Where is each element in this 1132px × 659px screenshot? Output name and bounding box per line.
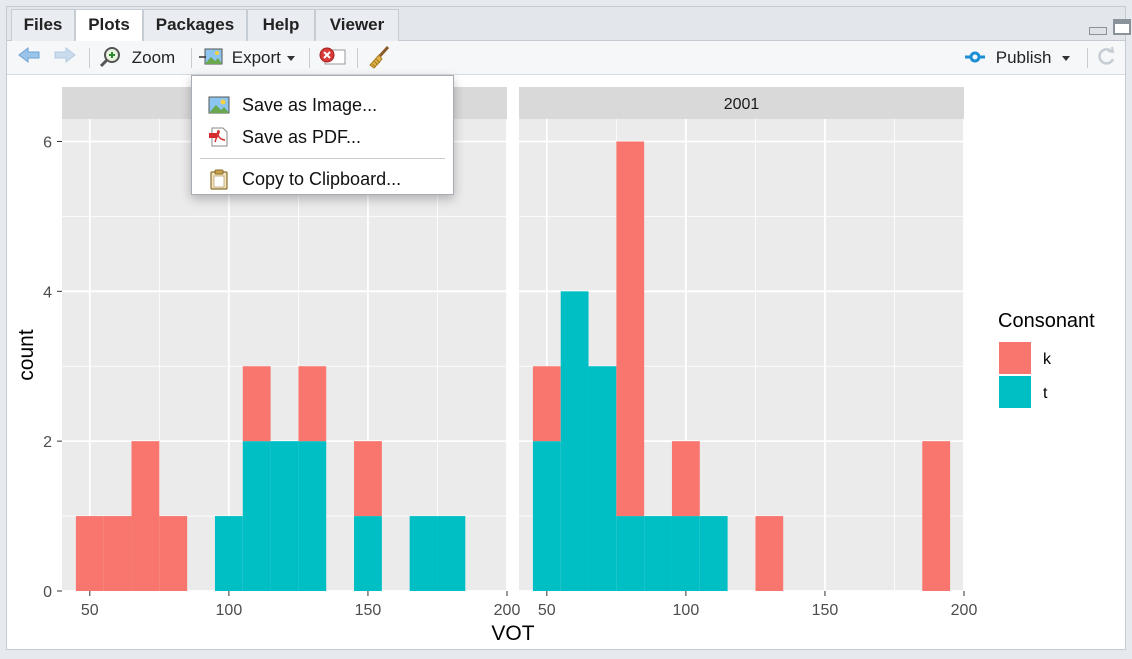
toolbar-divider — [309, 48, 310, 68]
plots-toolbar: Zoom Export — [7, 41, 1125, 75]
histogram-bar-k — [298, 366, 327, 442]
x-tick-label: 200 — [494, 602, 521, 619]
remove-plot-icon — [319, 47, 346, 65]
legend-key-t — [999, 376, 1031, 408]
menu-item-label: Copy to Clipboard... — [242, 169, 402, 189]
histogram-bar-k — [922, 441, 951, 591]
menu-item-copy-to-clipboard[interactable]: Copy to Clipboard... — [192, 164, 453, 194]
histogram-bar-t — [644, 516, 672, 591]
menu-separator — [200, 158, 445, 159]
toolbar-divider — [191, 48, 192, 68]
zoom-icon — [99, 47, 120, 68]
plot-viewer: 50 100 150 200 0 2 4 6 2001 50 100 150 200 VOT count… — [15, 87, 1095, 645]
toolbar-divider — [89, 48, 90, 68]
x-tick-label: 200 — [951, 602, 978, 619]
histogram-bar-k — [159, 516, 188, 591]
histogram-bar-t — [214, 516, 243, 591]
histogram-bar-k — [103, 516, 132, 591]
chevron-down-icon — [1061, 56, 1070, 62]
legend: Consonant kt — [998, 310, 1095, 408]
histogram-bar-t — [532, 441, 561, 591]
histogram-bar-k — [532, 366, 561, 442]
tab-help[interactable]: Help — [247, 9, 315, 41]
legend-label-k: k — [1043, 351, 1052, 368]
toolbar-divider — [1087, 48, 1088, 68]
forward-button[interactable] — [53, 45, 77, 71]
histogram-bar-t — [354, 516, 382, 591]
menu-item-label: Save as PDF... — [242, 127, 362, 147]
y-axis-title: count — [15, 329, 38, 381]
legend-label-t: t — [1043, 385, 1048, 402]
menu-item-save-as-image[interactable]: Save as Image... — [192, 90, 453, 120]
histogram-bar-t — [298, 441, 327, 591]
clipboard-icon — [210, 169, 228, 190]
zoom-button[interactable]: Zoom — [99, 45, 175, 71]
pdf-icon — [209, 127, 228, 147]
export-button[interactable]: Export — [199, 45, 295, 71]
export-label: Export — [231, 48, 281, 67]
legend-title: Consonant — [998, 310, 1095, 332]
arrow-left-icon — [18, 46, 40, 64]
histogram-bar-t — [437, 516, 466, 591]
image-icon — [208, 96, 230, 114]
maximize-pane-icon[interactable] — [1113, 19, 1131, 35]
x-tick-label: 50 — [81, 602, 99, 619]
tab-files[interactable]: Files — [11, 9, 75, 41]
y-tick-label: 6 — [43, 134, 52, 151]
facet-strip — [519, 87, 964, 119]
refresh-icon — [1098, 46, 1115, 65]
export-icon — [199, 48, 223, 65]
export-dropdown-menu: Save as Image... Save as PDF... Copy to … — [191, 75, 454, 195]
histogram-bar-t — [560, 291, 589, 591]
broom-icon — [369, 45, 390, 69]
x-tick-label: 150 — [355, 602, 382, 619]
y-tick-label: 0 — [43, 584, 52, 601]
publish-icon — [965, 51, 985, 63]
histogram-bar-t — [270, 441, 299, 591]
histogram-bar-k — [755, 516, 784, 591]
x-tick-label: 50 — [538, 602, 556, 619]
histogram-bar-k — [616, 141, 645, 517]
histogram-bar-t — [671, 516, 700, 591]
x-tick-label: 100 — [216, 602, 243, 619]
histogram-bar-t — [242, 441, 271, 591]
tab-packages[interactable]: Packages — [143, 9, 247, 41]
histogram-bar-t — [699, 516, 728, 591]
clear-all-plots-button[interactable] — [367, 45, 391, 71]
histogram-bar-t — [616, 516, 645, 591]
histogram-bar-k — [75, 516, 104, 591]
x-tick-label: 150 — [812, 602, 839, 619]
histogram-bar-t — [409, 516, 438, 591]
remove-plot-button[interactable] — [319, 45, 347, 71]
y-tick-label: 4 — [43, 284, 52, 301]
facet-label: 2001 — [724, 96, 760, 113]
chevron-down-icon — [286, 56, 295, 62]
refresh-button[interactable] — [1095, 45, 1117, 71]
legend-key-k — [999, 342, 1031, 374]
histogram-bar-k — [131, 441, 160, 591]
x-axis-title: VOT — [491, 622, 534, 645]
toolbar-divider — [357, 48, 358, 68]
zoom-label: Zoom — [131, 48, 176, 67]
y-tick-label: 2 — [43, 434, 52, 451]
back-button[interactable] — [17, 45, 41, 71]
publish-label: Publish — [995, 48, 1052, 67]
histogram-bar-k — [242, 366, 271, 442]
pane-tab-bar: Files Plots Packages Help Viewer — [7, 7, 1131, 42]
menu-item-label: Save as Image... — [242, 95, 378, 115]
x-tick-label: 100 — [673, 602, 700, 619]
arrow-right-icon — [54, 46, 76, 64]
menu-item-save-as-pdf[interactable]: Save as PDF... — [192, 122, 453, 152]
plots-pane: Files Plots Packages Help Viewer — [6, 6, 1131, 650]
tab-viewer[interactable]: Viewer — [315, 9, 399, 41]
histogram-bar-k — [354, 441, 382, 517]
minimize-pane-icon[interactable] — [1089, 27, 1107, 35]
histogram-bar-t — [588, 366, 617, 591]
publish-button[interactable]: Publish — [963, 45, 1070, 71]
tab-plots[interactable]: Plots — [75, 9, 143, 42]
histogram-bar-k — [671, 441, 700, 517]
